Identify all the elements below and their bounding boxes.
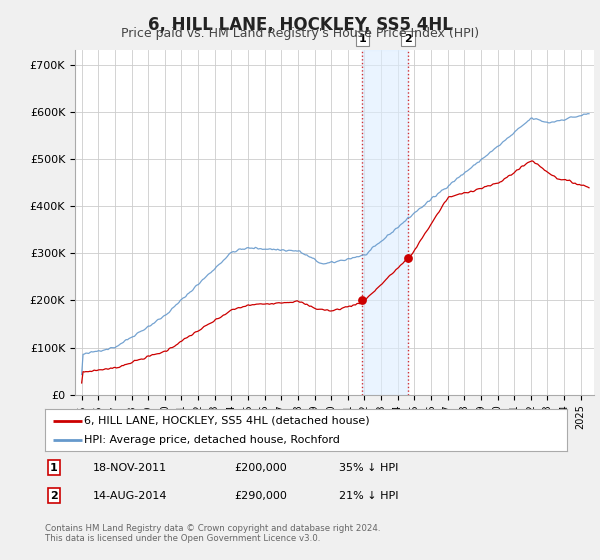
Text: £200,000: £200,000 <box>234 463 287 473</box>
Text: Contains HM Land Registry data © Crown copyright and database right 2024.: Contains HM Land Registry data © Crown c… <box>45 524 380 533</box>
Text: 35% ↓ HPI: 35% ↓ HPI <box>339 463 398 473</box>
Bar <box>362 50 408 395</box>
Text: 1: 1 <box>359 34 367 44</box>
Text: 1: 1 <box>50 463 58 473</box>
Text: 2: 2 <box>50 491 58 501</box>
Text: Price paid vs. HM Land Registry's House Price Index (HPI): Price paid vs. HM Land Registry's House … <box>121 27 479 40</box>
Text: 2: 2 <box>404 34 412 44</box>
Text: 6, HILL LANE, HOCKLEY, SS5 4HL (detached house): 6, HILL LANE, HOCKLEY, SS5 4HL (detached… <box>84 416 370 426</box>
Text: 18-NOV-2011: 18-NOV-2011 <box>93 463 167 473</box>
Text: HPI: Average price, detached house, Rochford: HPI: Average price, detached house, Roch… <box>84 435 340 445</box>
Text: 14-AUG-2014: 14-AUG-2014 <box>93 491 167 501</box>
Text: £290,000: £290,000 <box>234 491 287 501</box>
Text: 21% ↓ HPI: 21% ↓ HPI <box>339 491 398 501</box>
Point <box>358 296 367 305</box>
Point <box>403 254 413 263</box>
Text: 6, HILL LANE, HOCKLEY, SS5 4HL: 6, HILL LANE, HOCKLEY, SS5 4HL <box>148 16 452 34</box>
Text: This data is licensed under the Open Government Licence v3.0.: This data is licensed under the Open Gov… <box>45 534 320 543</box>
